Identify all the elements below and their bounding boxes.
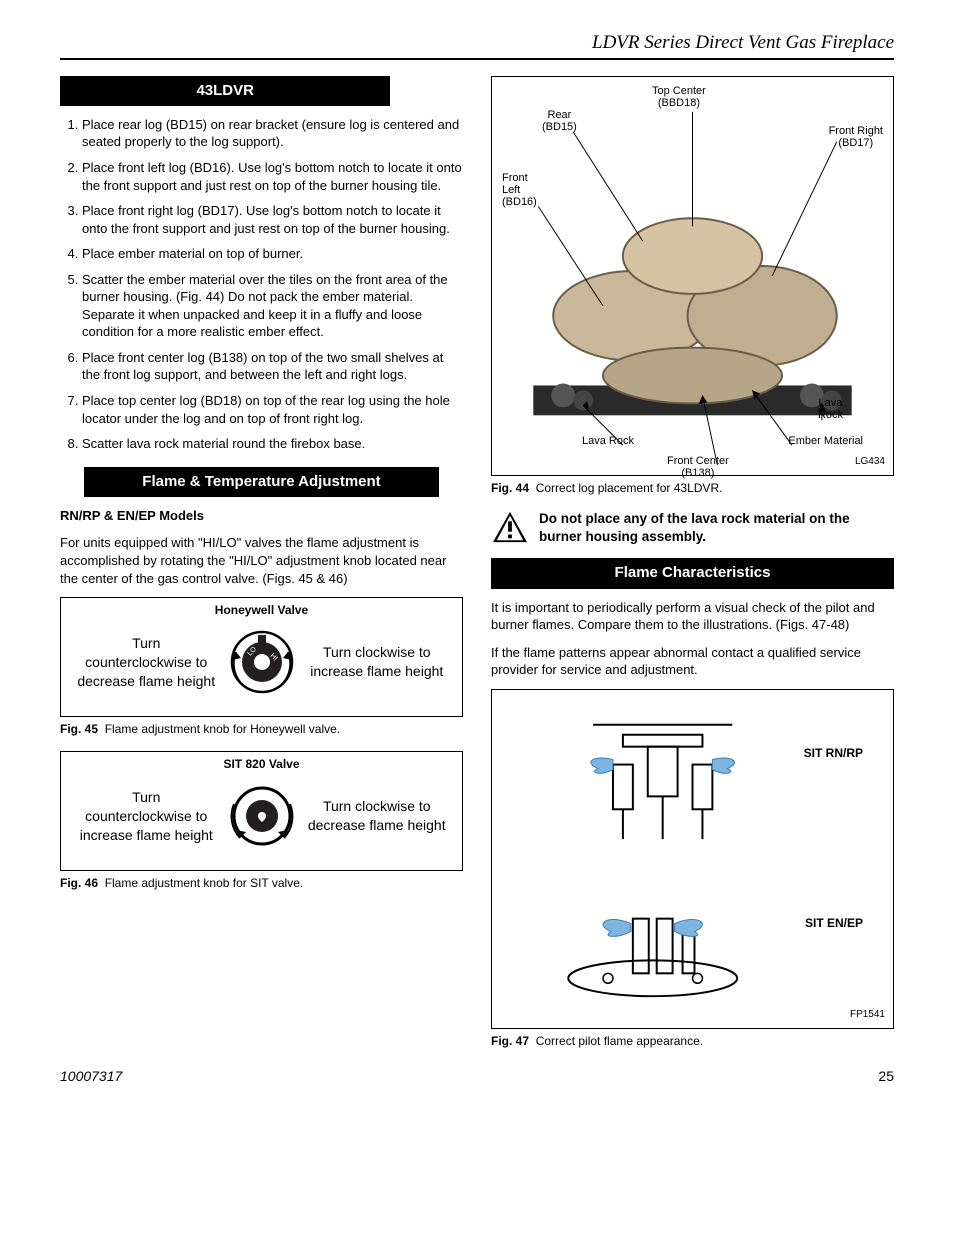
figure-46: SIT 820 Valve Turn counterclockwise to i…: [60, 751, 463, 871]
fig45-left-text: Turn counterclockwise to decrease flame …: [77, 634, 216, 691]
honeywell-valve-label: Honeywell Valve: [61, 602, 462, 618]
flame-temp-body: For units equipped with "HI/LO" valves t…: [60, 534, 463, 587]
section-header-flame-temp: Flame & Temperature Adjustment: [84, 467, 439, 497]
label-ember: Ember Material: [788, 435, 863, 447]
fig46-right-text: Turn clockwise to decrease flame height: [308, 797, 447, 835]
honeywell-knob-icon: LO HI: [222, 622, 302, 702]
fig46-left-text: Turn counterclockwise to increase flame …: [77, 788, 216, 845]
fig44-code: LG434: [855, 455, 885, 469]
figure-47: SIT RN/RP SIT EN/EP FP1541: [491, 689, 894, 1029]
step-5: Scatter the ember material over the tile…: [82, 271, 463, 341]
figure-44: Rear (BD15) Top Center (BBD18) Front Rig…: [491, 76, 894, 476]
warning-notice: Do not place any of the lava rock materi…: [491, 510, 894, 546]
fig46-caption: Fig. 46 Flame adjustment knob for SIT va…: [60, 875, 463, 891]
fig47-caption: Fig. 47 Correct pilot flame appearance.: [491, 1033, 894, 1049]
warning-icon: [491, 510, 529, 544]
label-lava-rock-left: Lava Rock: [582, 435, 634, 447]
label-top-center: Top Center (BBD18): [652, 85, 706, 109]
right-column: Rear (BD15) Top Center (BBD18) Front Rig…: [491, 76, 894, 1049]
footer-page-number: 25: [878, 1067, 894, 1086]
fig47-code: FP1541: [850, 1008, 885, 1022]
label-front-center: Front Center (B138): [667, 455, 729, 479]
step-3: Place front right log (BD17). Use log's …: [82, 202, 463, 237]
step-4: Place ember material on top of burner.: [82, 245, 463, 263]
step-6: Place front center log (B138) on top of …: [82, 349, 463, 384]
step-7: Place top center log (BD18) on top of th…: [82, 392, 463, 427]
label-front-right: Front Right (BD17): [829, 125, 883, 149]
label-rear: Rear (BD15): [542, 109, 577, 133]
footer-doc-id: 10007317: [60, 1067, 122, 1086]
flame-char-p2: If the flame patterns appear abnormal co…: [491, 644, 894, 679]
label-lava-rock-right: Lava Rock: [818, 397, 843, 421]
label-front-left: Front Left (BD16): [502, 172, 537, 208]
section-header-43ldvr: 43LDVR: [60, 76, 390, 106]
subhead-models: RN/RP & EN/EP Models: [60, 507, 463, 525]
sit-valve-label: SIT 820 Valve: [61, 756, 462, 772]
flame-char-p1: It is important to periodically perform …: [491, 599, 894, 634]
left-column: 43LDVR Place rear log (BD15) on rear bra…: [60, 76, 463, 1049]
figure-45: Honeywell Valve Turn counterclockwise to…: [60, 597, 463, 717]
instruction-list: Place rear log (BD15) on rear bracket (e…: [60, 116, 463, 453]
page-footer: 10007317 25: [60, 1067, 894, 1086]
fig45-caption: Fig. 45 Flame adjustment knob for Honeyw…: [60, 721, 463, 737]
step-1: Place rear log (BD15) on rear bracket (e…: [82, 116, 463, 151]
label-sit-rnrp: SIT RN/RP: [804, 745, 863, 761]
sit-knob-icon: [222, 776, 302, 856]
pilot-flame-illustration: [492, 690, 893, 1028]
fig44-caption: Fig. 44 Correct log placement for 43LDVR…: [491, 480, 894, 496]
step-2: Place front left log (BD16). Use log's b…: [82, 159, 463, 194]
step-8: Scatter lava rock material round the fir…: [82, 435, 463, 453]
page-header: LDVR Series Direct Vent Gas Fireplace: [60, 30, 894, 60]
fig45-right-text: Turn clockwise to increase flame height: [308, 643, 447, 681]
warning-text: Do not place any of the lava rock materi…: [539, 510, 894, 546]
label-sit-enep: SIT EN/EP: [805, 915, 863, 931]
section-header-flame-char: Flame Characteristics: [491, 558, 894, 588]
